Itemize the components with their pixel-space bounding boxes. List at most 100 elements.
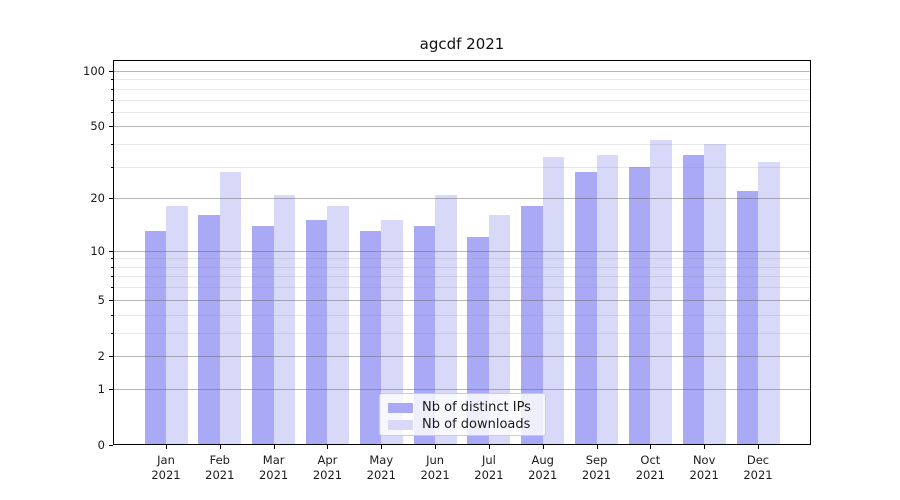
gridline-minor-9 bbox=[113, 258, 811, 260]
gridline-minor-8 bbox=[113, 266, 811, 268]
y-tick-1 bbox=[109, 388, 113, 390]
y-minortick-30 bbox=[111, 166, 113, 168]
bar-nb-of-downloads-dec-2021 bbox=[758, 161, 780, 445]
y-tick-label-0: 0 bbox=[97, 438, 105, 452]
gridline-minor-6 bbox=[113, 287, 811, 289]
gridline-major-100 bbox=[113, 71, 811, 72]
bar-nb-of-distinct-ips-nov-2021 bbox=[682, 154, 705, 445]
x-tick-mar-2021 bbox=[273, 445, 275, 449]
bar-nb-of-downloads-jun-2021 bbox=[435, 194, 457, 445]
y-tick-label-20: 20 bbox=[90, 191, 105, 206]
gridline-major-1 bbox=[113, 388, 811, 390]
bar-nb-of-distinct-ips-mar-2021 bbox=[252, 225, 274, 445]
legend-swatch-downloads bbox=[388, 419, 413, 430]
x-tick-may-2021 bbox=[381, 445, 383, 449]
x-tick-label-feb-2021: Feb 2021 bbox=[205, 453, 235, 482]
x-tick-apr-2021 bbox=[327, 445, 329, 449]
bar-nb-of-downloads-oct-2021 bbox=[650, 140, 672, 445]
x-tick-label-jul-2021: Jul 2021 bbox=[474, 453, 504, 482]
bar-nb-of-downloads-jul-2021 bbox=[488, 215, 511, 445]
bar-nb-of-downloads-mar-2021 bbox=[273, 194, 296, 445]
gridline-major-50 bbox=[113, 126, 811, 128]
x-tick-dec-2021 bbox=[758, 445, 759, 449]
y-tick-label-100: 100 bbox=[83, 64, 105, 78]
x-tick-aug-2021 bbox=[542, 445, 544, 449]
bar-nb-of-distinct-ips-jun-2021 bbox=[413, 225, 436, 445]
gridline-minor-70 bbox=[113, 99, 811, 101]
y-minortick-4 bbox=[111, 314, 113, 316]
y-tick-label-5: 5 bbox=[97, 292, 105, 307]
y-tick-10 bbox=[109, 250, 113, 252]
y-minortick-70 bbox=[111, 99, 113, 101]
y-minortick-6 bbox=[111, 287, 113, 289]
y-minortick-3 bbox=[111, 332, 113, 334]
y-tick-0 bbox=[109, 445, 113, 446]
x-tick-label-aug-2021: Aug 2021 bbox=[528, 453, 558, 482]
y-tick-20 bbox=[109, 198, 113, 200]
bar-nb-of-downloads-jan-2021 bbox=[166, 206, 188, 445]
y-tick-label-2: 2 bbox=[97, 348, 105, 363]
gridline-minor-40 bbox=[113, 144, 811, 146]
gridline-minor-80 bbox=[113, 88, 811, 90]
legend: Nb of distinct IPs Nb of downloads bbox=[379, 393, 546, 436]
bar-nb-of-distinct-ips-feb-2021 bbox=[198, 215, 220, 445]
gridline-major-5 bbox=[113, 299, 811, 301]
bar-nb-of-downloads-may-2021 bbox=[381, 220, 403, 445]
legend-label-downloads: Nb of downloads bbox=[422, 417, 531, 432]
bar-nb-of-distinct-ips-may-2021 bbox=[359, 231, 382, 445]
x-tick-label-may-2021: May 2021 bbox=[366, 453, 396, 482]
gridline-major-20 bbox=[113, 198, 811, 200]
y-minortick-90 bbox=[111, 79, 113, 81]
chart-title: agcdf 2021 bbox=[419, 35, 505, 53]
x-tick-label-jun-2021: Jun 2021 bbox=[420, 453, 450, 482]
bar-nb-of-distinct-ips-dec-2021 bbox=[736, 190, 758, 445]
bar-nb-of-distinct-ips-jan-2021 bbox=[144, 231, 166, 445]
bar-nb-of-downloads-feb-2021 bbox=[219, 172, 242, 445]
y-tick-5 bbox=[109, 299, 113, 301]
x-tick-label-jan-2021: Jan 2021 bbox=[151, 453, 181, 482]
bar-nb-of-distinct-ips-apr-2021 bbox=[305, 220, 328, 445]
gridline-minor-4 bbox=[113, 314, 811, 316]
legend-item-downloads: Nb of downloads bbox=[388, 416, 537, 433]
gridline-minor-30 bbox=[113, 166, 811, 168]
y-tick-50 bbox=[109, 126, 113, 128]
y-tick-label-1: 1 bbox=[97, 381, 105, 396]
x-tick-label-dec-2021: Dec 2021 bbox=[743, 453, 773, 482]
gridline-minor-7 bbox=[113, 276, 811, 278]
gridline-major-10 bbox=[113, 250, 811, 252]
x-tick-jul-2021 bbox=[488, 445, 490, 449]
x-tick-label-oct-2021: Oct 2021 bbox=[635, 453, 665, 482]
x-tick-oct-2021 bbox=[650, 445, 652, 449]
y-minortick-7 bbox=[111, 276, 113, 278]
y-tick-2 bbox=[109, 355, 113, 357]
gridline-minor-90 bbox=[113, 79, 811, 81]
y-tick-100 bbox=[109, 71, 113, 72]
gridline-minor-60 bbox=[113, 111, 811, 113]
x-tick-nov-2021 bbox=[704, 445, 706, 449]
x-tick-label-apr-2021: Apr 2021 bbox=[312, 453, 343, 482]
legend-label-distinct-ips: Nb of distinct IPs bbox=[422, 400, 531, 415]
y-minortick-60 bbox=[111, 111, 113, 113]
bar-nb-of-downloads-aug-2021 bbox=[542, 156, 565, 445]
bar-nb-of-downloads-sep-2021 bbox=[596, 154, 619, 445]
bar-nb-of-distinct-ips-oct-2021 bbox=[628, 166, 651, 445]
x-tick-label-sep-2021: Sep 2021 bbox=[581, 453, 612, 482]
x-tick-label-mar-2021: Mar 2021 bbox=[258, 453, 289, 482]
bar-nb-of-downloads-nov-2021 bbox=[704, 144, 726, 445]
x-tick-jun-2021 bbox=[435, 445, 437, 449]
gridline-minor-3 bbox=[113, 332, 811, 334]
bar-nb-of-distinct-ips-aug-2021 bbox=[521, 206, 543, 445]
y-minortick-9 bbox=[111, 258, 113, 260]
gridline-major-2 bbox=[113, 355, 811, 357]
bar-nb-of-downloads-apr-2021 bbox=[327, 206, 349, 445]
x-tick-feb-2021 bbox=[219, 445, 221, 449]
x-tick-jan-2021 bbox=[166, 445, 167, 449]
legend-swatch-distinct-ips bbox=[388, 402, 413, 413]
x-tick-sep-2021 bbox=[596, 445, 598, 449]
y-minortick-40 bbox=[111, 144, 113, 146]
legend-item-distinct-ips: Nb of distinct IPs bbox=[388, 399, 537, 416]
y-minortick-8 bbox=[111, 266, 113, 268]
x-tick-label-nov-2021: Nov 2021 bbox=[689, 453, 719, 482]
